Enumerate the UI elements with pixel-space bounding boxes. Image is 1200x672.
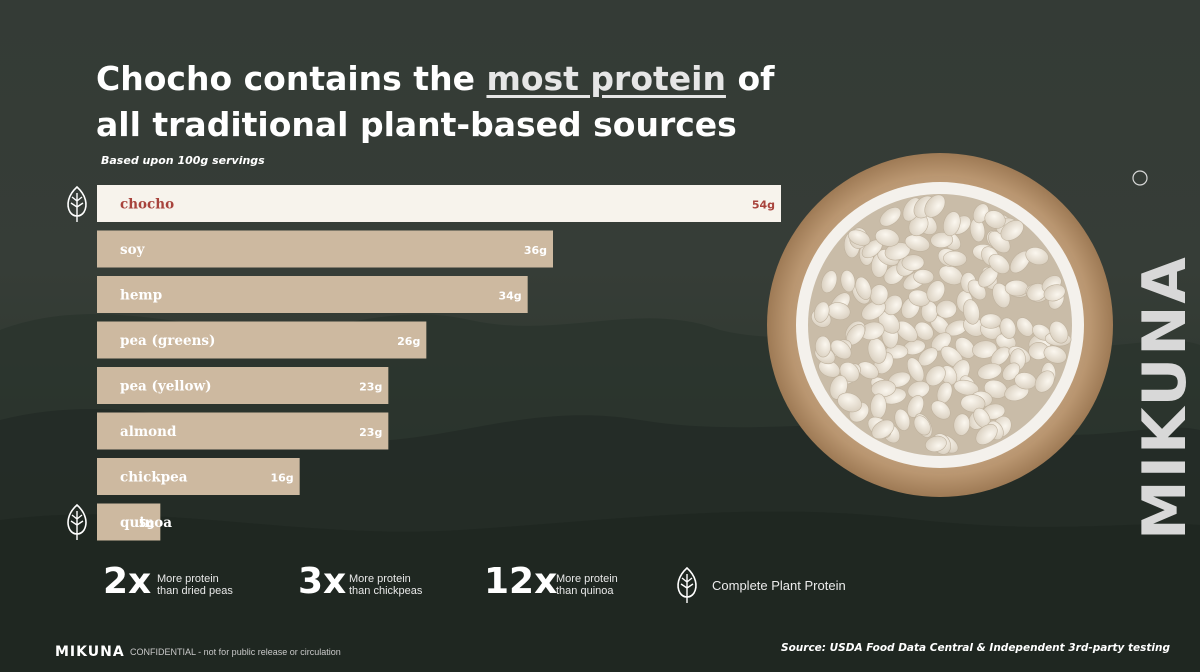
bean bbox=[942, 211, 961, 237]
bean bbox=[830, 339, 852, 360]
stat-line1: More protein bbox=[157, 573, 219, 585]
bean bbox=[972, 340, 998, 359]
footer-logo: MIKUNA bbox=[55, 644, 125, 660]
bar-category-label: chickpea bbox=[120, 470, 188, 486]
page-title: Chocho contains the most protein of all … bbox=[96, 59, 775, 144]
bar-pea-yellow bbox=[97, 367, 389, 404]
bar-value-label: 54g bbox=[752, 199, 775, 212]
bar-category-label: quinoa bbox=[120, 515, 172, 531]
leaf-icon bbox=[677, 566, 697, 603]
bar-value-label: 5g bbox=[139, 517, 155, 530]
bean bbox=[1043, 345, 1067, 364]
footer: MIKUNA CONFIDENTIAL - not for public rel… bbox=[0, 636, 1200, 666]
bar-chickpea bbox=[97, 458, 300, 495]
bean bbox=[1034, 370, 1055, 393]
confidential-note: CONFIDENTIAL - not for public release or… bbox=[130, 647, 341, 657]
bean bbox=[1000, 219, 1024, 241]
stat-multiplier: 3x bbox=[298, 561, 347, 602]
leaf-icon bbox=[67, 185, 87, 222]
bean bbox=[926, 280, 946, 303]
bean bbox=[848, 229, 871, 246]
bean bbox=[975, 424, 998, 445]
bar-category-label: chocho bbox=[120, 197, 174, 213]
bar-almond bbox=[97, 412, 389, 450]
bar-value-label: 16g bbox=[270, 472, 293, 485]
bean bbox=[871, 419, 895, 440]
bean-bowl-photo bbox=[767, 153, 1113, 497]
bean bbox=[962, 299, 980, 325]
bar-value-label: 34g bbox=[498, 290, 521, 303]
stat-line1: More protein bbox=[349, 573, 411, 585]
bean bbox=[1043, 284, 1066, 302]
bean bbox=[871, 379, 896, 398]
bean bbox=[984, 210, 1006, 229]
bar-category-label: almond bbox=[120, 424, 177, 440]
bean bbox=[999, 317, 1017, 339]
bean bbox=[930, 231, 954, 249]
bar-hemp bbox=[97, 276, 528, 313]
bean bbox=[837, 392, 862, 413]
bar-value-label: 23g bbox=[359, 381, 382, 394]
bean bbox=[901, 254, 925, 271]
stat-line1: More protein bbox=[556, 573, 618, 585]
bean bbox=[935, 299, 957, 319]
stat-line2: than chickpeas bbox=[349, 585, 423, 597]
bar-category-label: hemp bbox=[120, 288, 162, 304]
bean bbox=[977, 363, 1003, 380]
bean bbox=[861, 300, 886, 321]
stats-row: 2x More protein than dried peas 3x More … bbox=[0, 560, 1200, 610]
stat-line2: than quinoa bbox=[556, 585, 614, 597]
stat-line2: than dried peas bbox=[157, 585, 233, 597]
bean bbox=[925, 435, 947, 453]
bar-chocho bbox=[97, 185, 781, 222]
bean bbox=[815, 335, 831, 358]
bean bbox=[924, 194, 946, 218]
bean bbox=[821, 270, 838, 294]
bean bbox=[943, 250, 967, 267]
complete-protein-label: Complete Plant Protein bbox=[712, 578, 846, 593]
bar-quinoa bbox=[97, 503, 161, 541]
bar-pea-greens bbox=[97, 321, 427, 359]
bean bbox=[1016, 317, 1034, 337]
source-note: Source: USDA Food Data Central & Indepen… bbox=[781, 642, 1170, 654]
bean bbox=[953, 379, 980, 396]
leaf-icon bbox=[67, 503, 87, 540]
chart-subtitle: Based upon 100g servings bbox=[101, 154, 265, 167]
bar-value-label: 23g bbox=[359, 426, 382, 439]
bean bbox=[894, 408, 911, 431]
bar-value-label: 36g bbox=[524, 244, 547, 257]
svg-text:MIKUNA: MIKUNA bbox=[1130, 255, 1200, 540]
bar-category-label: pea (greens) bbox=[120, 333, 215, 349]
bean bbox=[988, 254, 1010, 274]
bean bbox=[953, 413, 971, 436]
bean bbox=[930, 400, 951, 420]
bar-value-label: 26g bbox=[397, 335, 420, 348]
bar-category-label: pea (yellow) bbox=[120, 379, 212, 395]
brand-vertical-logo: MIKUNA bbox=[1130, 170, 1200, 540]
bean bbox=[813, 301, 830, 323]
stat-multiplier: 2x bbox=[103, 561, 152, 602]
bean bbox=[1049, 320, 1069, 344]
bean bbox=[908, 289, 931, 307]
bean bbox=[913, 269, 935, 285]
bean bbox=[875, 228, 900, 247]
bean bbox=[840, 269, 856, 293]
bean bbox=[1025, 247, 1049, 266]
bar-soy bbox=[97, 230, 553, 268]
bean bbox=[960, 394, 986, 413]
title-highlight: most protein bbox=[486, 59, 726, 98]
bean bbox=[914, 321, 934, 341]
bean bbox=[906, 395, 925, 418]
bean bbox=[879, 207, 902, 227]
bean bbox=[913, 415, 931, 436]
bar-category-label: soy bbox=[120, 242, 146, 258]
bean bbox=[855, 276, 872, 300]
stat-multiplier: 12x bbox=[484, 561, 558, 602]
